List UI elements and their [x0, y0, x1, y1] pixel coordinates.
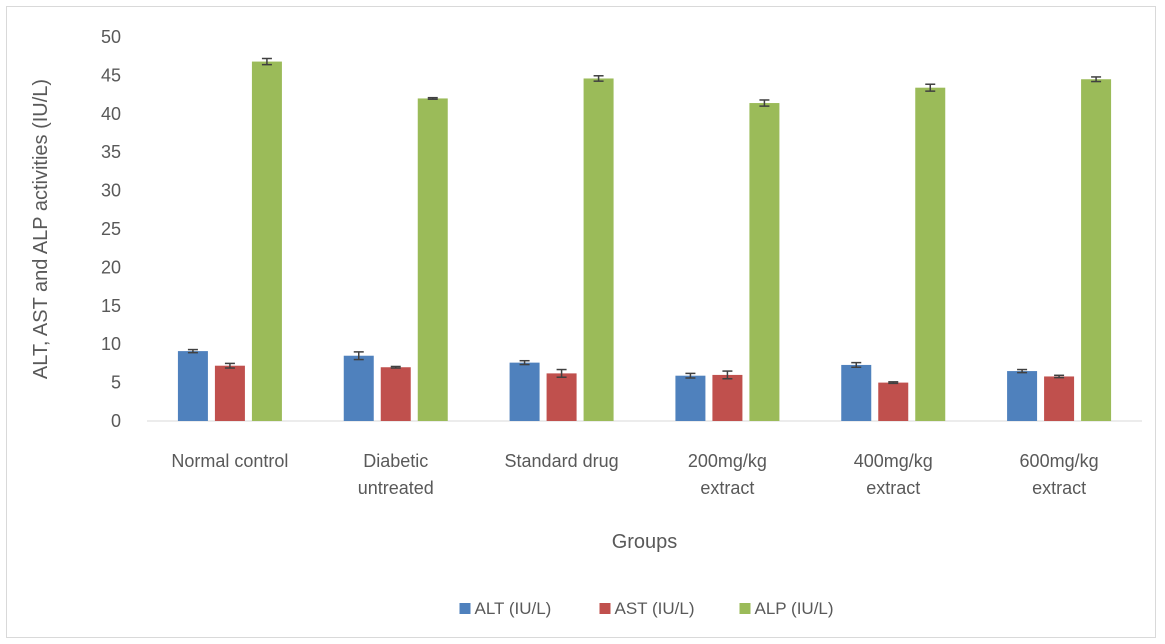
x-tick-label: 600mg/kg: [1020, 451, 1099, 471]
bar-alp: [1081, 79, 1112, 422]
bar-ast: [1044, 376, 1075, 421]
x-axis-title: Groups: [612, 531, 678, 553]
x-tick-label: Normal control: [171, 451, 288, 471]
y-tick-label: 5: [111, 373, 121, 393]
y-tick-label: 0: [111, 411, 121, 431]
y-tick-label: 25: [101, 219, 121, 239]
bar-alp: [417, 98, 448, 421]
y-tick-label: 40: [101, 104, 121, 124]
bar-alp: [251, 61, 282, 422]
bar-alt: [177, 351, 208, 421]
bar-alt: [1007, 371, 1038, 421]
bar-ast: [712, 374, 743, 421]
bar-alp: [749, 103, 780, 421]
legend-label: AST (IU/L): [615, 599, 695, 618]
y-tick-label: 20: [101, 257, 121, 277]
x-tick-label: extract: [1032, 478, 1086, 498]
x-tick-label: Standard drug: [505, 451, 619, 471]
bar-alt: [509, 362, 540, 421]
legend-swatch: [739, 603, 751, 614]
bar-ast: [546, 373, 577, 421]
x-tick-label: Diabetic: [363, 451, 428, 471]
y-tick-label: 35: [101, 142, 121, 162]
y-tick-label: 30: [101, 181, 121, 201]
legend-label: ALT (IU/L): [475, 599, 552, 618]
y-tick-label: 50: [101, 27, 121, 47]
y-tick-label: 45: [101, 65, 121, 85]
bar-alt: [343, 355, 374, 421]
y-tick-label: 10: [101, 334, 121, 354]
chart-frame: [6, 6, 1156, 638]
x-tick-label: untreated: [358, 478, 434, 498]
legend-swatch: [599, 603, 611, 614]
bar-alt: [675, 375, 706, 421]
x-tick-label: 200mg/kg: [688, 451, 767, 471]
x-tick-label: extract: [866, 478, 920, 498]
bar-alt: [841, 364, 872, 421]
bar-alp: [915, 87, 946, 422]
bar-ast: [214, 365, 245, 421]
bar-alp: [583, 78, 614, 422]
y-axis-title: ALT, AST and ALP activities (IU/L): [30, 79, 52, 379]
legend-label: ALP (IU/L): [755, 599, 834, 618]
x-tick-label: extract: [700, 478, 754, 498]
bar-ast: [380, 367, 411, 421]
y-tick-label: 15: [101, 296, 121, 316]
legend-swatch: [459, 603, 471, 614]
x-tick-label: 400mg/kg: [854, 451, 933, 471]
bar-ast: [878, 382, 909, 421]
